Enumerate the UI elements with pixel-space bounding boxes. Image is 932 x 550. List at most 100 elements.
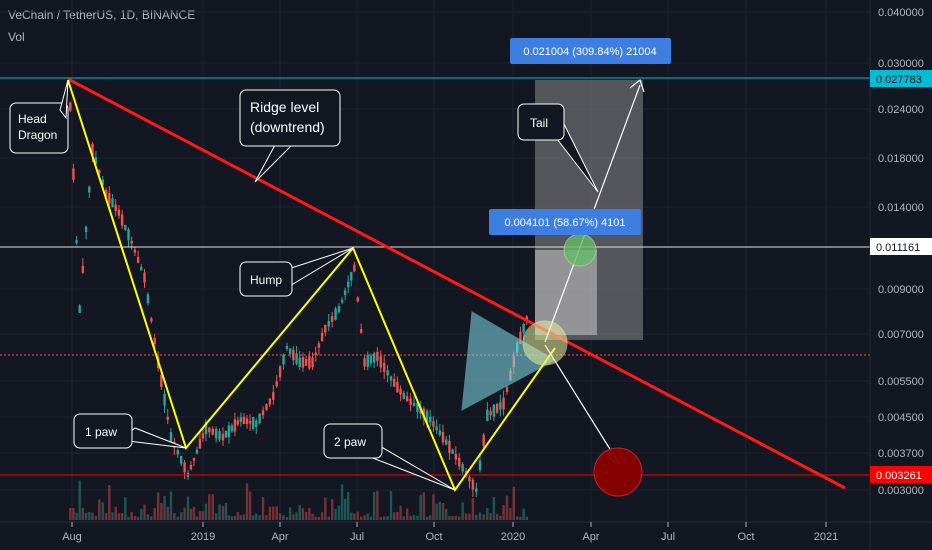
volume-bar	[343, 498, 347, 520]
volume-bar	[265, 515, 268, 520]
volume-bar	[251, 515, 255, 520]
callout-text: Ridge level	[250, 99, 319, 115]
candle-body	[425, 410, 429, 423]
volume-bar	[448, 515, 451, 520]
x-tick-label: Jul	[350, 531, 364, 543]
volume-bar	[288, 507, 292, 520]
x-tick-label: Oct	[737, 531, 754, 543]
x-tick-label: 2020	[501, 531, 525, 543]
candle-body	[435, 426, 438, 431]
candle-body	[189, 465, 193, 470]
candle-body	[386, 370, 389, 376]
candle-body	[519, 332, 522, 344]
y-tick-label: 0.007000	[878, 329, 924, 341]
volume-bar	[285, 516, 289, 520]
chart-grid	[0, 0, 870, 522]
volume-bar	[173, 512, 176, 520]
volume-bar	[211, 494, 214, 520]
callout-2-paw: 2 paw	[323, 423, 456, 491]
volume-bar	[366, 513, 369, 520]
volume-bar	[72, 508, 75, 520]
candle-body	[495, 403, 499, 413]
candle-body	[204, 422, 208, 435]
candle-body	[282, 354, 285, 365]
volume-bar	[505, 495, 509, 520]
candle-body	[492, 404, 496, 417]
volume-bar	[399, 505, 402, 520]
level-tag-low: 0.003261	[870, 466, 932, 483]
volume-bar	[346, 492, 350, 520]
volume-bar	[464, 513, 468, 520]
volume-bar	[189, 508, 193, 520]
volume-bar	[519, 516, 522, 520]
candle-body	[251, 417, 255, 429]
candle-body	[227, 425, 231, 438]
candle-body	[406, 396, 409, 402]
candle-body	[478, 460, 482, 471]
volume-bar	[120, 513, 124, 520]
volume-bar	[340, 484, 344, 520]
level-tag-top: 0.027783	[870, 70, 932, 87]
volume-bar	[314, 516, 317, 520]
candle-body	[359, 329, 363, 333]
volume-bar	[301, 508, 305, 520]
candle-body	[140, 267, 143, 271]
candle-body	[179, 455, 183, 464]
candle-body	[146, 294, 150, 304]
candle-body	[239, 417, 243, 422]
volume-bar	[230, 516, 234, 520]
candle-body	[288, 348, 292, 355]
volume-bar	[392, 512, 396, 520]
volume-bar	[69, 508, 72, 520]
candle-body	[166, 416, 169, 421]
candle-body	[143, 272, 146, 283]
volume-bar	[214, 513, 218, 520]
candle-body	[314, 352, 317, 356]
volume-bar	[75, 512, 78, 520]
candle-body	[505, 387, 509, 392]
volume-bar	[255, 513, 258, 520]
volume-bar	[475, 514, 478, 520]
level-value: 0.027783	[876, 74, 922, 86]
volume-bar	[248, 491, 252, 520]
volume-bar	[176, 516, 179, 520]
candle-body	[438, 430, 442, 435]
candle-body	[133, 249, 137, 253]
volume-bar	[382, 516, 386, 520]
candle-body	[120, 214, 124, 226]
callout-text: Hump	[250, 273, 282, 287]
volume-bar	[308, 507, 311, 520]
candle-body	[372, 353, 376, 363]
volume-bar	[292, 514, 295, 520]
candle-body	[356, 297, 359, 302]
volume-bar	[94, 515, 98, 520]
volume-bar	[432, 494, 435, 520]
candle-body	[432, 421, 435, 427]
callout-text: Dragon	[18, 128, 57, 142]
volume-bar	[114, 506, 117, 520]
volume-bar	[379, 516, 382, 520]
volume-bar	[468, 513, 471, 520]
candle-body	[350, 272, 353, 281]
candle-body	[221, 433, 225, 441]
volume-bar	[295, 512, 298, 520]
volume-bar	[282, 515, 285, 520]
volume-bar	[337, 505, 341, 520]
candle-body	[412, 402, 416, 407]
x-tick-label: Jul	[661, 531, 675, 543]
volume-bar	[522, 508, 525, 520]
callout-ridge-level: Ridge level (downtrend)	[239, 89, 341, 183]
candle-body	[69, 102, 72, 111]
candle-body	[301, 357, 305, 368]
candle-body	[499, 402, 502, 410]
candle-body	[183, 462, 186, 473]
candle-body	[108, 193, 111, 204]
volume-bar	[369, 516, 373, 520]
volume-bar	[261, 497, 265, 520]
candle-body	[304, 358, 308, 366]
y-tick-label: 0.009000	[878, 284, 924, 296]
volume-bar	[317, 516, 321, 520]
candle-body	[441, 432, 445, 443]
price-axis: 0.040000 0.030000 0.024000 0.018000 0.014000…	[869, 0, 924, 550]
